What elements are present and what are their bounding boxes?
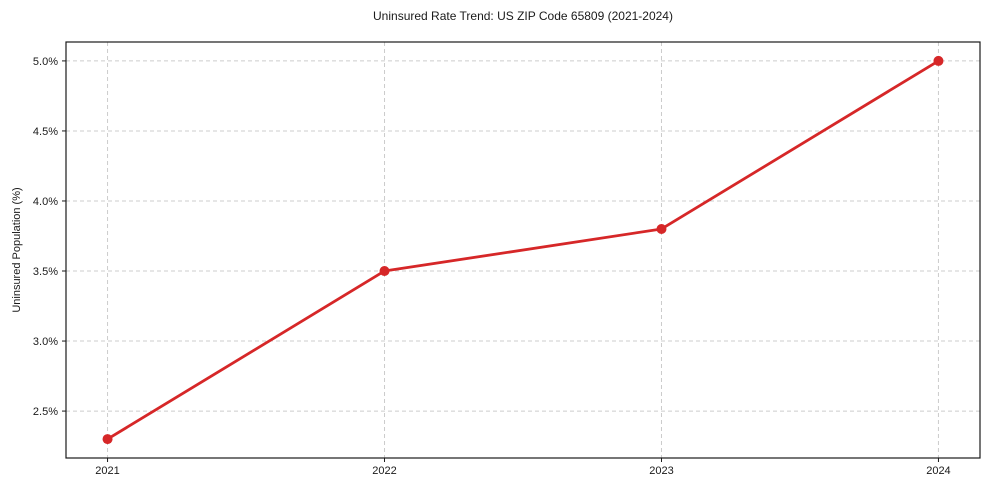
y-tick-label: 4.0% [33,196,58,208]
plot-border [65,41,981,459]
data-point-marker [102,434,113,445]
x-tick-label: 2021 [95,465,119,477]
x-tick-label: 2024 [926,465,950,477]
data-line [106,59,940,441]
y-tick-label: 3.5% [33,266,58,278]
x-tick-label: 2023 [649,465,673,477]
y-tick-label: 3.0% [33,336,58,348]
y-tick-label: 5.0% [33,56,58,68]
y-tick-label: 2.5% [33,406,58,418]
x-tick-label: 2022 [372,465,396,477]
data-point-marker [379,266,390,277]
y-axis-label: Uninsured Population (%) [11,187,23,313]
y-tick-label: 4.5% [33,126,58,138]
data-point-marker [656,223,667,234]
chart-title: Uninsured Rate Trend: US ZIP Code 65809 … [373,9,673,23]
data-point-marker [933,55,944,66]
